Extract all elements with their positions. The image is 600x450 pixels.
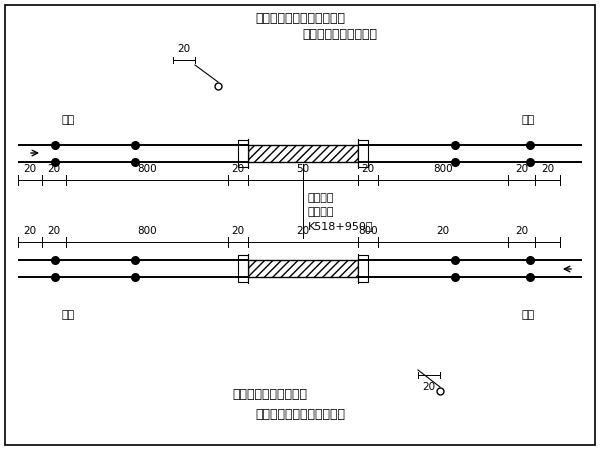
Text: 20: 20 <box>178 44 191 54</box>
Text: 20: 20 <box>436 226 449 236</box>
Bar <box>248 260 358 277</box>
Text: （沪昆线: （沪昆线 <box>308 207 335 217</box>
Text: 20: 20 <box>47 164 61 174</box>
Text: 20: 20 <box>422 382 436 392</box>
Text: 800: 800 <box>137 226 157 236</box>
Text: 20: 20 <box>23 226 37 236</box>
Text: 50: 50 <box>296 164 310 174</box>
Bar <box>238 140 248 167</box>
Text: 20: 20 <box>47 226 61 236</box>
Text: 移动停车信号牌（灯）: 移动停车信号牌（灯） <box>233 388 308 401</box>
Bar <box>238 255 248 282</box>
Text: 20: 20 <box>232 226 245 236</box>
Text: 显示停车手信号的防护人员: 显示停车手信号的防护人员 <box>255 12 345 24</box>
Text: 咨站: 咨站 <box>521 310 535 320</box>
Text: 800: 800 <box>137 164 157 174</box>
Text: 施工地点: 施工地点 <box>308 193 335 203</box>
Text: 咨站: 咨站 <box>61 310 74 320</box>
Text: 20: 20 <box>515 226 528 236</box>
Text: 显示停车手信号的防护人员: 显示停车手信号的防护人员 <box>255 409 345 422</box>
Text: 20: 20 <box>361 164 374 174</box>
Text: 20: 20 <box>296 226 310 236</box>
Text: 800: 800 <box>433 164 453 174</box>
Text: 800: 800 <box>358 226 378 236</box>
Text: 20: 20 <box>515 164 528 174</box>
Text: 咨站: 咨站 <box>521 115 535 125</box>
Bar <box>358 140 368 167</box>
Text: K518+950）: K518+950） <box>308 221 373 231</box>
Text: 20: 20 <box>23 164 37 174</box>
Bar <box>358 255 368 282</box>
Bar <box>248 145 358 162</box>
Text: 咨站: 咨站 <box>61 115 74 125</box>
Text: 20: 20 <box>541 164 554 174</box>
Text: 20: 20 <box>232 164 245 174</box>
Text: 移动停车信号牌（灯）: 移动停车信号牌（灯） <box>302 28 377 41</box>
